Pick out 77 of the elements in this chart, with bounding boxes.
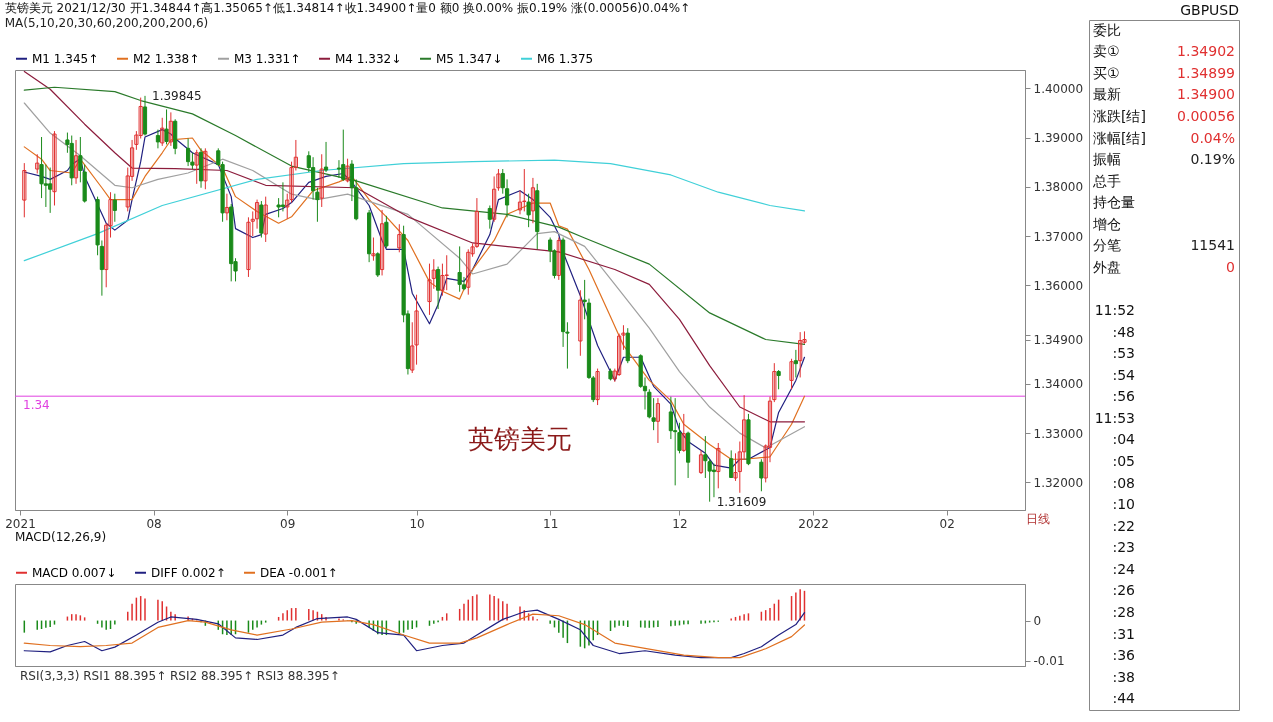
annotation: 1.39845 xyxy=(152,88,202,103)
y-tick-label: 0 xyxy=(1033,614,1042,629)
y-tick-label: 1.34900 xyxy=(1033,333,1084,348)
legend-label: DEA -0.001↑ xyxy=(260,565,338,580)
legend-label: M4 1.332↓ xyxy=(335,51,402,66)
text: :26 xyxy=(1112,582,1136,599)
text: :24 xyxy=(1112,560,1136,577)
x-tick-label: 2021 xyxy=(5,516,36,531)
text: :38 xyxy=(1112,668,1135,685)
legend-label: M3 1.331↑ xyxy=(234,51,301,66)
x-tick-label: 02 xyxy=(939,516,955,531)
category-label: 总手 xyxy=(1092,172,1121,189)
y-tick-label: 1.34000 xyxy=(1033,377,1084,392)
category-label: 涨跌[结] xyxy=(1093,108,1146,125)
y-tick-label: 1.40000 xyxy=(1033,81,1084,96)
text: :54 xyxy=(1112,366,1136,383)
category-label: 买① xyxy=(1093,64,1120,81)
text: 0 xyxy=(1226,258,1235,275)
text: 0.00056 xyxy=(1177,108,1235,125)
text: 0.04% xyxy=(1190,129,1235,146)
text: :56 xyxy=(1112,388,1136,405)
category-label: 最新 xyxy=(1093,86,1121,103)
y-tick-label: 1.36000 xyxy=(1033,278,1084,293)
text: 11541 xyxy=(1190,237,1235,254)
text: :48 xyxy=(1112,323,1135,340)
y-tick-label: -0.01 xyxy=(1033,654,1065,669)
category-label: 卖① xyxy=(1093,43,1120,60)
y-tick-label: 1.39000 xyxy=(1033,131,1084,145)
annotation: 1.31609 xyxy=(716,494,767,509)
legend-label: M6 1.375 xyxy=(537,51,594,66)
text: :10 xyxy=(1112,496,1135,513)
y-tick-label: 1.37000 xyxy=(1033,229,1084,244)
text: 1.34899 xyxy=(1177,64,1235,81)
text: GBPUSD xyxy=(1180,2,1239,18)
category-label: 振幅 xyxy=(1093,151,1121,168)
text: :36 xyxy=(1112,647,1136,664)
text: 11:53 xyxy=(1094,409,1135,426)
text: :05 xyxy=(1112,453,1135,470)
ref-line-label: 1.34 xyxy=(23,398,50,413)
category-label: 分笔 xyxy=(1093,237,1121,254)
x-tick-label: 08 xyxy=(146,516,162,531)
category-label: 涨幅[结] xyxy=(1093,129,1146,146)
category-label: 持仓量 xyxy=(1093,194,1135,211)
y-tick-label: 1.32000 xyxy=(1033,475,1084,490)
category-label: 外盘 xyxy=(1093,258,1121,275)
x-tick-label: 12 xyxy=(672,516,688,531)
chart-subtitle: MA(5,10,20,30,60,200,200,200,6) xyxy=(4,16,209,30)
text: 0.19% xyxy=(1190,151,1235,168)
category-label: 增仓 xyxy=(1092,215,1121,232)
text: 日线 xyxy=(1026,512,1050,526)
y-tick-label: 1.38000 xyxy=(1033,180,1084,195)
legend-label: M5 1.347↓ xyxy=(436,51,503,66)
text: :04 xyxy=(1112,431,1136,448)
text: :22 xyxy=(1112,517,1135,534)
text: :31 xyxy=(1112,625,1135,642)
legend-label: MACD 0.007↓ xyxy=(32,565,117,580)
x-tick-label: 09 xyxy=(280,516,296,531)
text: :28 xyxy=(1112,603,1135,620)
category-label: 委比 xyxy=(1093,21,1121,38)
text: 1.34902 xyxy=(1177,43,1235,60)
text: :53 xyxy=(1112,345,1135,362)
x-tick-label: 2022 xyxy=(798,516,829,531)
text: 1.34900 xyxy=(1177,86,1235,103)
chart-title: 英镑美元 2021/12/30 开1.34844↑高1.35065↑低1.34814↑收1.34900↑量0 额0 换0.00% 振0.19% 涨(0.00056)0.04%↑ xyxy=(4,1,691,15)
x-tick-label: 11 xyxy=(543,516,559,531)
text: :08 xyxy=(1112,474,1135,491)
text: :44 xyxy=(1112,690,1136,707)
text: 11:52 xyxy=(1094,302,1135,319)
legend-label: DIFF 0.002↑ xyxy=(151,565,226,580)
x-tick-label: 10 xyxy=(409,516,425,531)
y-tick-label: 1.33000 xyxy=(1033,426,1084,441)
text: :23 xyxy=(1112,539,1135,556)
text: RSI(3,3,3) RSI1 88.395↑ RSI2 88.395↑ RSI3 88.395↑ xyxy=(20,669,340,683)
annotation: 英镑美元 xyxy=(468,423,572,454)
legend-label: M2 1.338↑ xyxy=(133,51,200,66)
legend-label: M1 1.345↑ xyxy=(32,51,99,66)
chart-title: MACD(12,26,9) xyxy=(15,530,107,544)
